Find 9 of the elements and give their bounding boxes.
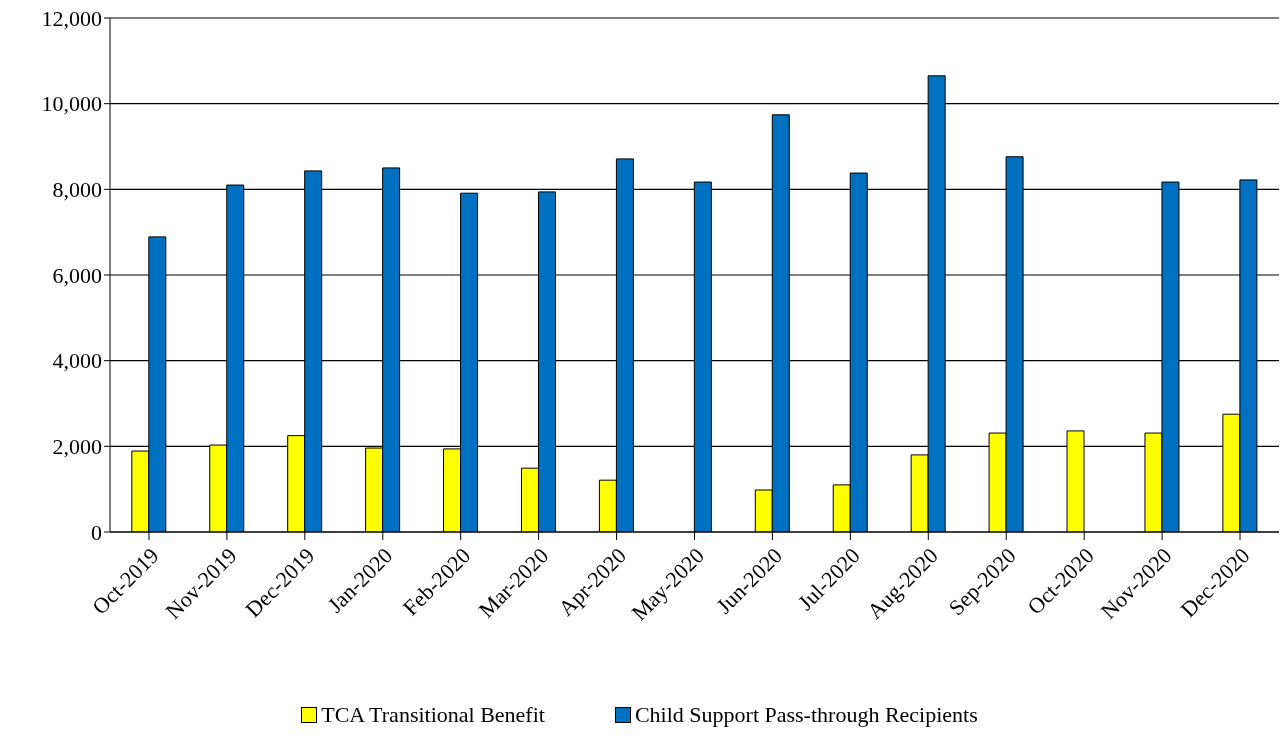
y-tick-label: 0 (91, 519, 102, 545)
y-tick-label: 10,000 (41, 91, 102, 117)
legend-label: Child Support Pass-through Recipients (634, 702, 978, 728)
y-tick-label: 2,000 (52, 434, 102, 460)
legend-label: TCA Transitional Benefit (321, 702, 545, 728)
y-tick-label: 8,000 (52, 177, 102, 203)
y-tick-label: 12,000 (41, 5, 102, 31)
y-tick-label: 4,000 (52, 348, 102, 374)
y-tick-label: 6,000 (52, 262, 102, 288)
